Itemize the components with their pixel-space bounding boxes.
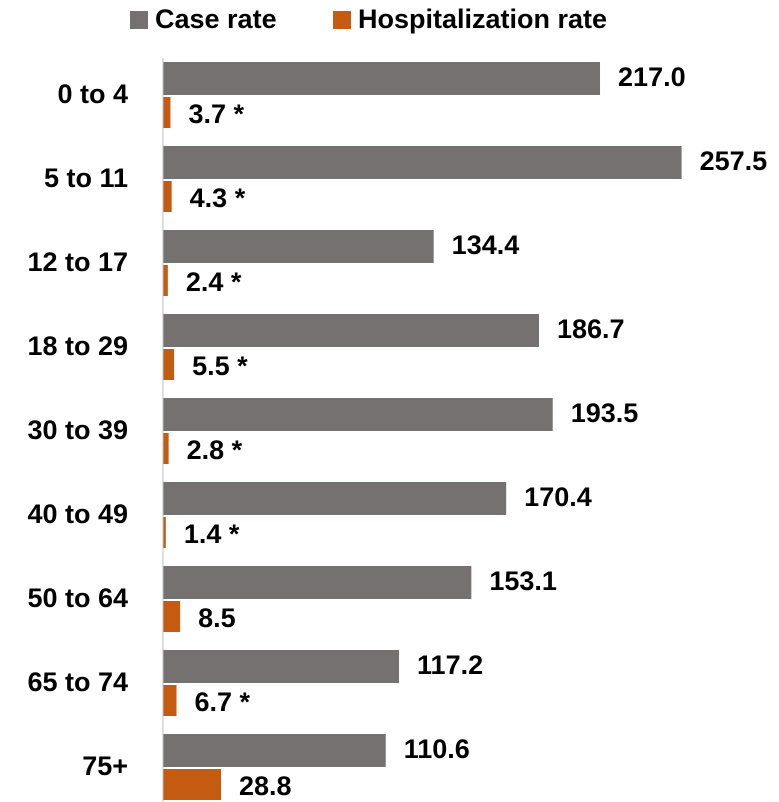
value-label: 257.5 [700,146,768,176]
bar [163,398,553,431]
bar [163,566,472,599]
bar [163,601,181,632]
bar [163,314,540,347]
bar [163,97,171,128]
value-label: 1.4 * [184,519,240,549]
bar [163,517,166,548]
bar [163,146,682,179]
value-label: 217.0 [618,62,686,92]
bar [163,433,169,464]
bar [163,482,507,515]
value-label: 28.8 [239,771,292,801]
bar [163,181,172,212]
y-tick-label: 12 to 17 [27,247,128,277]
legend-swatch [130,11,148,29]
value-label: 193.5 [571,398,639,428]
y-tick-label: 18 to 29 [27,331,128,361]
bar [163,769,222,800]
y-tick-label: 50 to 64 [27,583,128,613]
value-label: 5.5 * [192,351,248,381]
value-label: 117.2 [417,650,483,680]
y-tick-label: 40 to 49 [27,499,128,529]
y-tick-label: 5 to 11 [44,163,128,193]
value-label: 6.7 * [194,687,250,717]
value-label: 2.4 * [186,267,242,297]
bar [163,685,177,716]
bar [163,349,175,380]
value-label: 2.8 * [187,435,243,465]
value-label: 186.7 [557,314,625,344]
legend-swatch [333,11,351,29]
y-tick-label: 0 to 4 [57,79,128,109]
bar [163,62,601,95]
value-label: 170.4 [524,482,592,512]
y-tick-label: 30 to 39 [27,415,128,445]
bar [163,230,434,263]
legend-label: Hospitalization rate [358,4,607,34]
y-tick-label: 75+ [82,751,128,781]
bar [163,265,168,296]
value-label: 153.1 [489,566,557,596]
legend-label: Case rate [155,4,277,34]
value-label: 3.7 * [188,99,244,129]
value-label: 8.5 [198,603,236,633]
value-label: 4.3 * [190,183,246,213]
bar [163,734,386,767]
value-label: 110.6 [404,734,470,764]
y-tick-label: 65 to 74 [27,667,128,697]
value-label: 134.4 [452,230,520,260]
bar [163,650,400,683]
